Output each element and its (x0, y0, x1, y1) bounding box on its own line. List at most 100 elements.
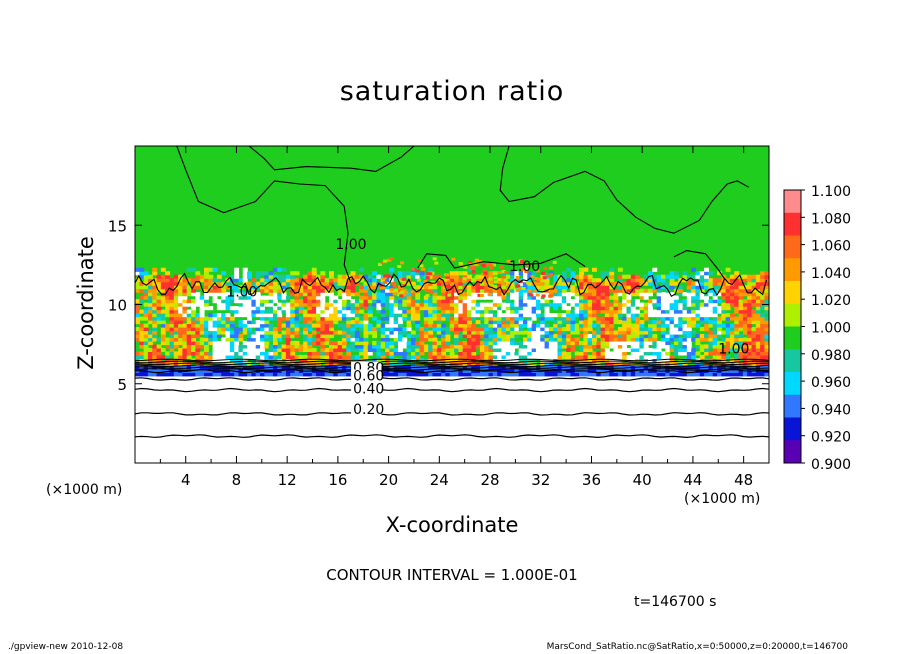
heatmap-cell (242, 278, 248, 283)
heatmap-cell (717, 354, 722, 359)
heatmap-cell (458, 271, 464, 276)
heatmap-cell (712, 309, 718, 314)
heatmap-cell (152, 309, 158, 314)
heatmap-cell (721, 330, 727, 335)
heatmap-cell (160, 274, 166, 279)
heatmap-cell (432, 299, 438, 304)
heatmap-cell (264, 354, 270, 359)
heatmap-cell (630, 299, 636, 304)
heatmap-cell (475, 354, 481, 359)
heatmap-cell (686, 323, 692, 328)
heatmap-cell (708, 299, 714, 304)
heatmap-cell (389, 344, 395, 349)
heatmap-cell (475, 327, 481, 332)
heatmap-cell (247, 274, 253, 279)
heatmap-cell (393, 330, 399, 335)
heatmap-cell (182, 306, 188, 311)
heatmap-cell (139, 330, 145, 335)
heatmap-cell (436, 354, 442, 359)
heatmap-cell (566, 306, 572, 311)
heatmap-cell (561, 278, 567, 283)
heatmap-cell (294, 361, 300, 366)
heatmap-cell (764, 288, 769, 293)
heatmap-cell (527, 316, 533, 321)
heatmap-cell (178, 330, 184, 335)
heatmap-cell (699, 309, 705, 314)
heatmap-cell (501, 320, 507, 325)
heatmap-cell (178, 306, 184, 311)
heatmap-cell (402, 340, 408, 346)
heatmap-cell (182, 309, 188, 314)
heatmap-cell (199, 316, 205, 321)
heatmap-cell (445, 295, 451, 300)
heatmap-cell (665, 358, 671, 363)
heatmap-cell (566, 337, 572, 342)
heatmap-cell (285, 313, 291, 318)
heatmap-cell (311, 295, 317, 300)
heatmap-cell (203, 347, 209, 353)
heatmap-cell (320, 281, 326, 286)
heatmap-cell (216, 344, 222, 349)
heatmap-cell (475, 285, 481, 290)
heatmap-cell (298, 361, 304, 366)
heatmap-cell (669, 320, 675, 325)
heatmap-cell (160, 267, 166, 272)
heatmap-cell (521, 286, 526, 290)
heatmap-cell (531, 295, 537, 300)
heatmap-cell (673, 323, 679, 328)
heatmap-cell (699, 278, 705, 283)
heatmap-cell (466, 327, 472, 332)
heatmap-cell (535, 330, 541, 335)
heatmap-cell (363, 320, 369, 325)
heatmap-cell (156, 309, 162, 314)
heatmap-cell (350, 274, 356, 279)
heatmap-cell (268, 306, 274, 311)
heatmap-cell (678, 320, 684, 325)
heatmap-cell (147, 330, 153, 335)
heatmap-cell (406, 327, 412, 332)
heatmap-cell (389, 295, 395, 300)
heatmap-cell (557, 302, 563, 307)
heatmap-cell (298, 306, 304, 311)
heatmap-cell (242, 347, 248, 353)
heatmap-cell (686, 313, 692, 318)
heatmap-cell (260, 281, 265, 286)
heatmap-cell (604, 358, 610, 363)
heatmap-cell (574, 323, 580, 328)
heatmap-cell (401, 280, 406, 284)
heatmap-cell (268, 344, 274, 349)
heatmap-cell (425, 294, 430, 298)
heatmap-cell (346, 278, 352, 283)
heatmap-cell (544, 365, 550, 370)
heatmap-cell (665, 354, 671, 359)
colorbar-swatch (784, 258, 801, 282)
heatmap-cell (535, 344, 541, 349)
heatmap-cell (152, 316, 158, 321)
heatmap-cell (402, 309, 408, 314)
heatmap-cell (561, 354, 567, 359)
heatmap-cell (354, 354, 360, 359)
contour-label: 0.20 (353, 402, 384, 418)
heatmap-cell (251, 372, 257, 377)
heatmap-cell (643, 313, 649, 318)
heatmap-cell (643, 365, 649, 370)
heatmap-cell (432, 281, 438, 286)
heatmap-cell (402, 365, 408, 370)
heatmap-cell (260, 347, 265, 353)
heatmap-cell (557, 347, 563, 353)
heatmap-cell (333, 351, 339, 356)
heatmap-cell (742, 365, 748, 370)
heatmap-cell (238, 347, 244, 353)
heatmap-cell (311, 347, 317, 353)
heatmap-cell (466, 302, 472, 307)
heatmap-cell (445, 330, 451, 335)
heatmap-cell (717, 333, 722, 339)
heatmap-cell (316, 316, 321, 321)
heatmap-cell (208, 292, 214, 297)
heatmap-cell (212, 337, 218, 342)
heatmap-cell (544, 358, 550, 363)
heatmap-cell (376, 347, 382, 353)
heatmap-cell (285, 302, 291, 307)
heatmap-cell (518, 347, 524, 353)
heatmap-cell (178, 327, 184, 332)
